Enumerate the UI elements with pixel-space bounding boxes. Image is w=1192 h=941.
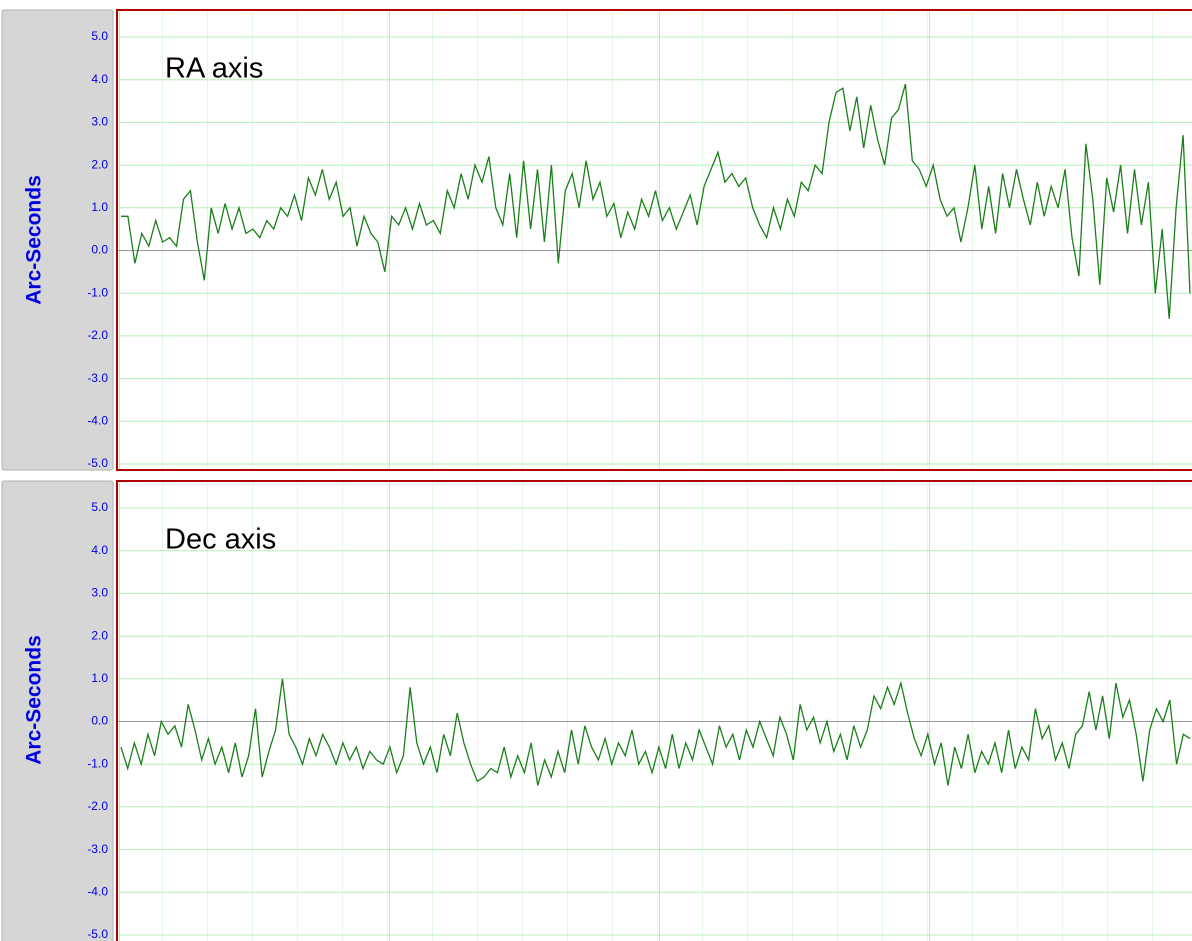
major-grid [117, 481, 1192, 941]
y-tick-label: -3.0 [87, 842, 108, 856]
axis-strip [1, 480, 114, 941]
y-tick-label: 3.0 [91, 115, 108, 129]
y-axis-label: Arc-Seconds [23, 635, 46, 765]
y-tick-label: -2.0 [87, 799, 108, 813]
y-tick-label: 0.0 [91, 714, 108, 728]
major-grid [117, 10, 1192, 470]
y-tick-label: 3.0 [91, 586, 108, 600]
y-tick-label: -5.0 [87, 456, 108, 470]
y-tick-label: 2.0 [91, 157, 108, 171]
axis-strip [1, 9, 114, 471]
y-tick-label: -4.0 [87, 413, 108, 427]
y-axis-label: Arc-Seconds [23, 175, 46, 305]
y-tick-label: 1.0 [91, 671, 108, 685]
plot-border [116, 9, 1192, 471]
y-tick-label: 4.0 [91, 543, 108, 557]
y-tick-label: -1.0 [87, 285, 108, 299]
data-line [121, 83, 1191, 319]
y-tick-label: 2.0 [91, 628, 108, 642]
y-tick-label: -4.0 [87, 884, 108, 898]
chart-title: RA axis [165, 53, 263, 85]
y-tick-label: 1.0 [91, 200, 108, 214]
chart-panel: 5.0 4.0 3.0 2.0 1.0 0.0 -1.0 -2.0 -3.0 -4.0 -5.0 Ar… [1, 480, 1192, 941]
y-tick-label: 5.0 [91, 29, 108, 43]
data-line [120, 678, 1191, 786]
y-tick-label: 0.0 [91, 243, 108, 257]
chart-panel: 5.0 4.0 3.0 2.0 1.0 0.0 -1.0 -2.0 -3.0 -4.0 -5.0 Ar… [1, 9, 1192, 471]
y-tick-label: -3.0 [87, 371, 108, 385]
y-tick-label: -1.0 [87, 756, 108, 770]
y-tick-label: 4.0 [91, 72, 108, 86]
chart-title: Dec axis [165, 524, 276, 556]
y-tick-label: -2.0 [87, 328, 108, 342]
y-tick-label: 5.0 [91, 500, 108, 514]
y-tick-label: -5.0 [87, 927, 108, 941]
plot-border [116, 480, 1192, 941]
